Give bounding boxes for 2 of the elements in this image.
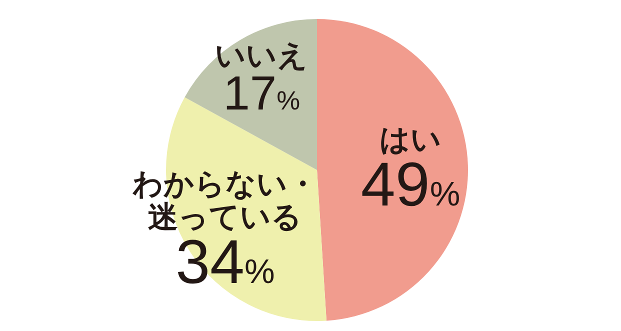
pie-slice [317, 19, 468, 321]
pie-slice [184, 19, 317, 170]
